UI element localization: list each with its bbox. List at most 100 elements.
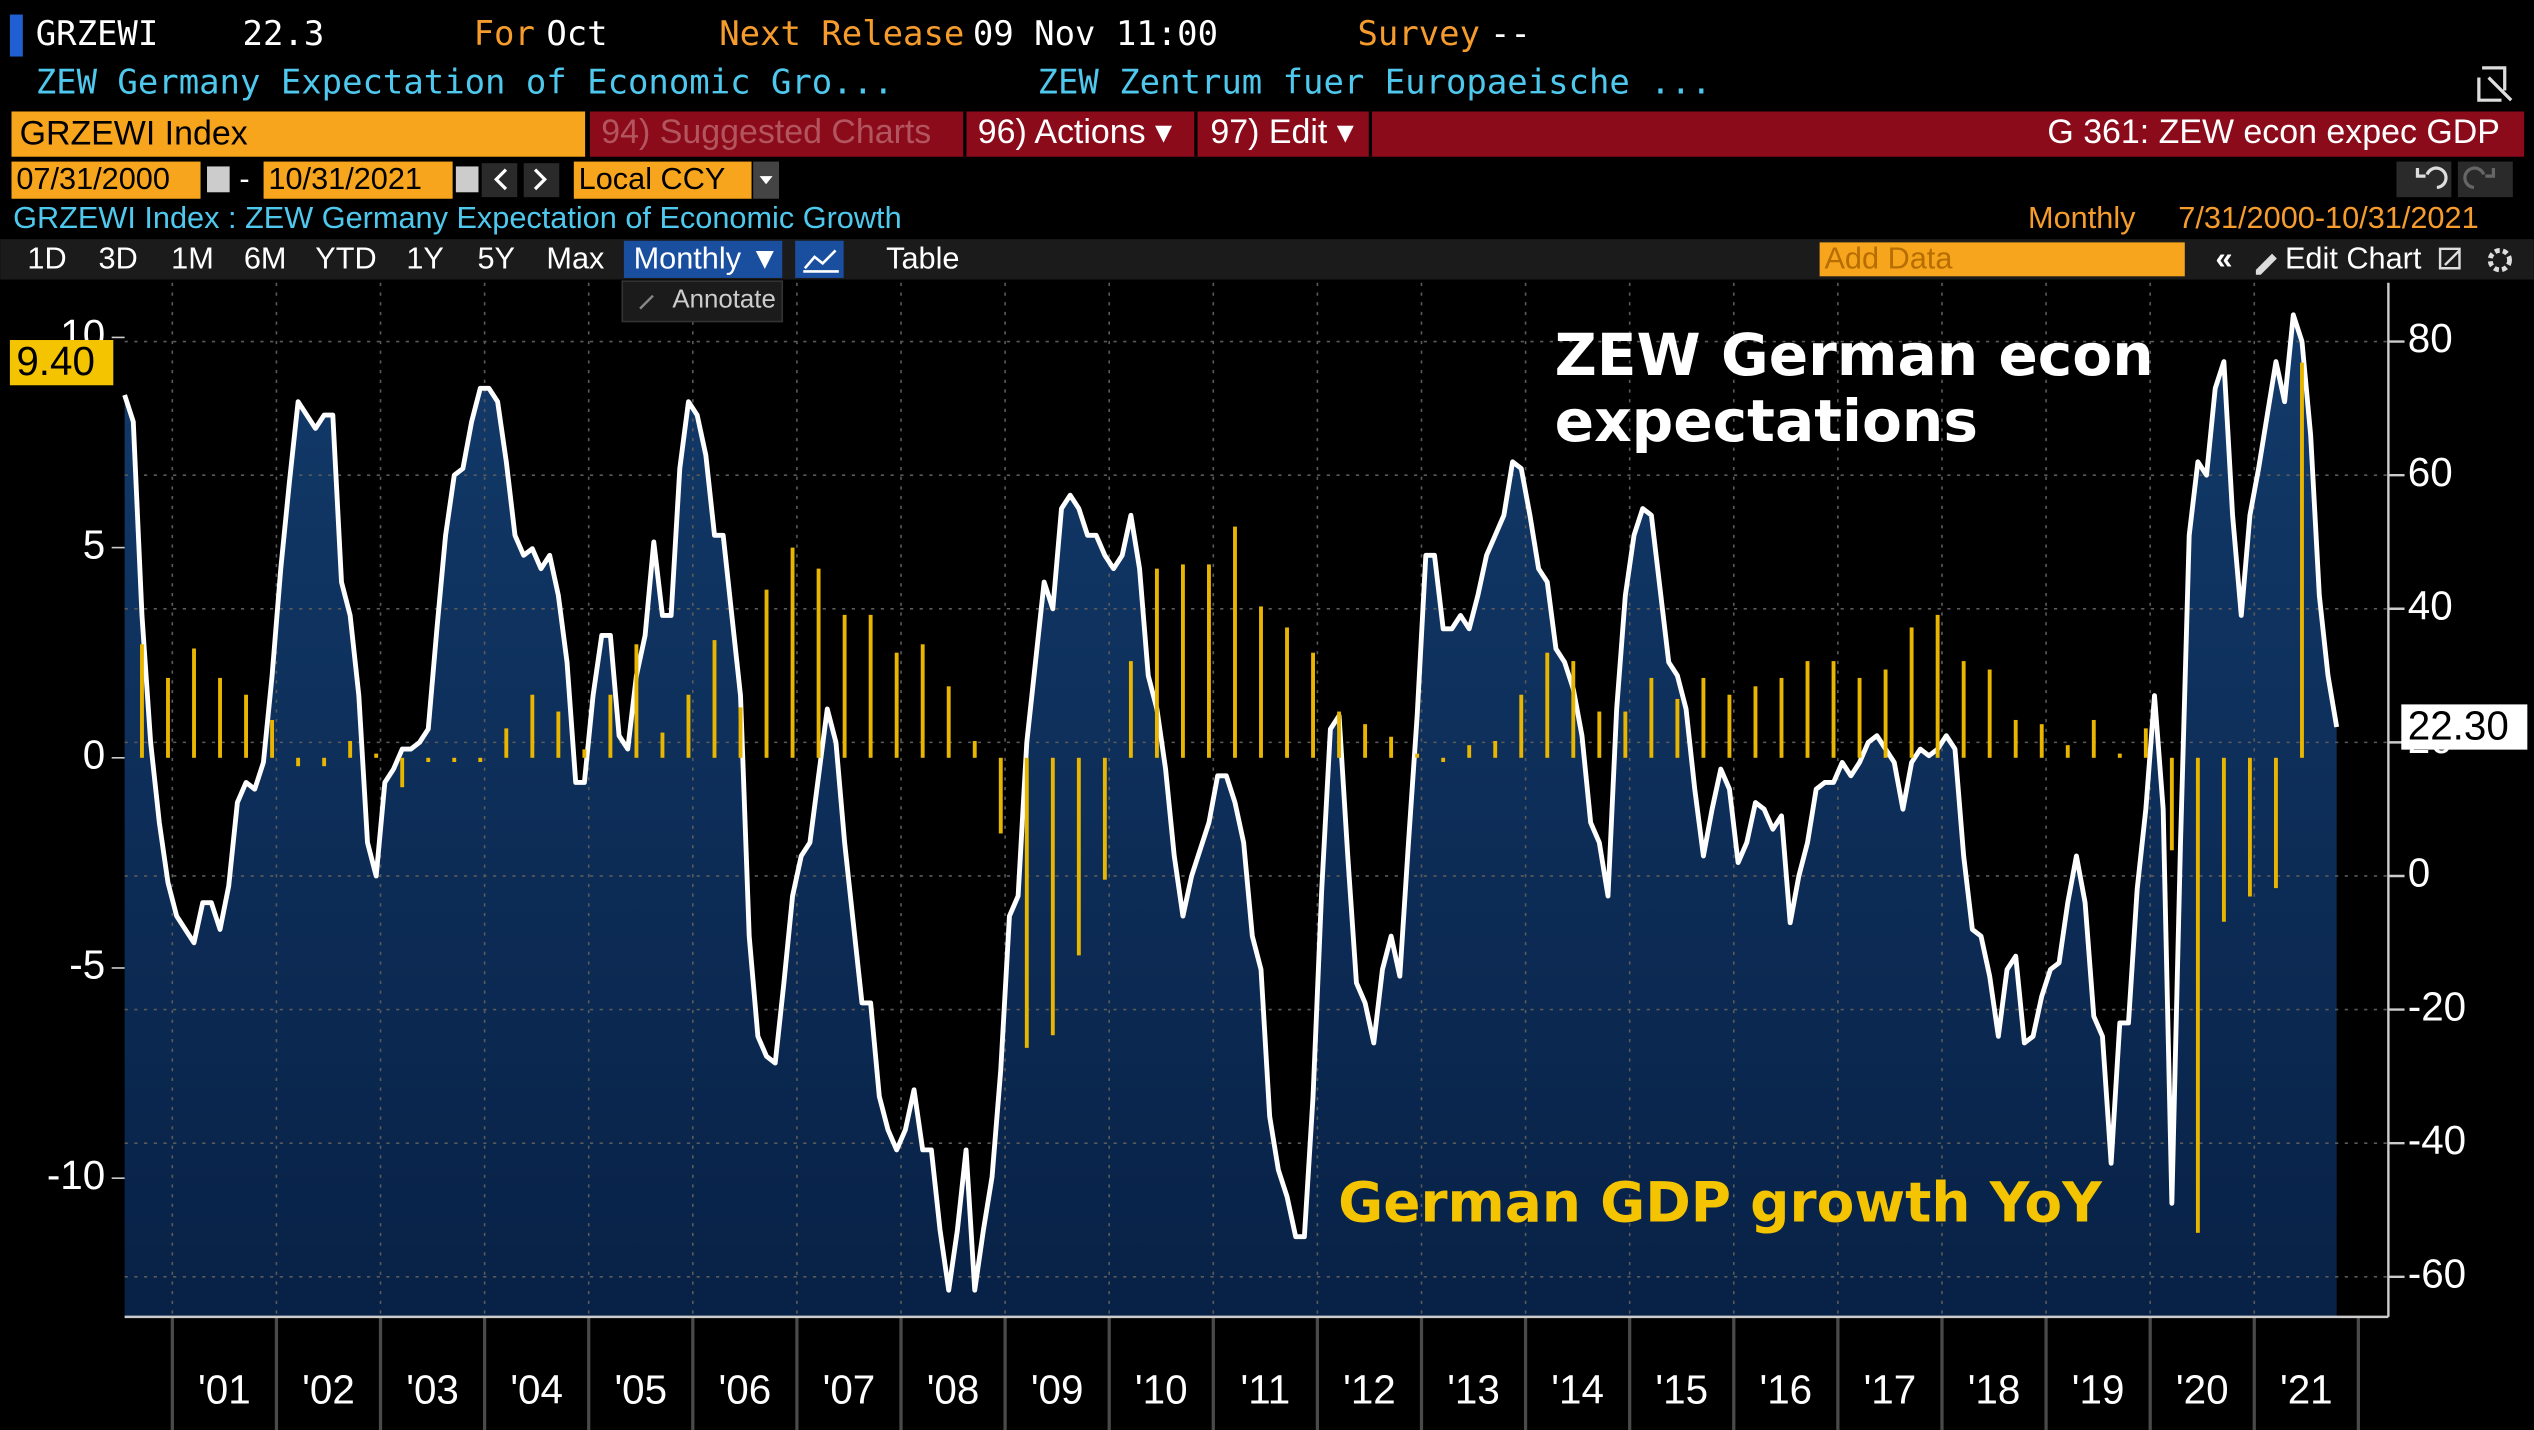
bar (504, 728, 509, 758)
bar (1493, 740, 1498, 758)
prev-button[interactable] (481, 163, 518, 198)
bar (816, 568, 821, 758)
edit-menu[interactable]: 97) Edit ▾ (1210, 113, 1353, 151)
bar (1883, 669, 1888, 758)
bar (1909, 627, 1914, 758)
next-icon (533, 168, 548, 191)
bar (1675, 698, 1680, 758)
bar (2091, 719, 2096, 758)
bar (1180, 564, 1185, 758)
bar (1207, 564, 1211, 758)
bar (1623, 711, 1628, 758)
bar (712, 640, 717, 758)
x-tick-label: '16 (1760, 1367, 1813, 1413)
calendar-icon[interactable] (207, 166, 230, 193)
bar (374, 753, 379, 758)
bar (1857, 677, 1862, 758)
bar (2247, 757, 2252, 897)
bar (868, 614, 873, 758)
currency-field[interactable] (573, 161, 752, 199)
bar (2195, 757, 2200, 1233)
series-label: ZEW German econ expectations (1554, 323, 2154, 457)
range-button[interactable]: 6M (244, 240, 287, 275)
bar (2013, 719, 2018, 758)
bar (1597, 711, 1602, 758)
y-tick-label: -5 (69, 942, 105, 988)
x-tick-label: '03 (406, 1367, 459, 1413)
legend-entry: ZEW German econ expectations (1554, 323, 2154, 457)
x-tick-label: '12 (1343, 1367, 1396, 1413)
end-date-field[interactable] (263, 161, 453, 199)
last-value-label: 9.40 (16, 338, 95, 384)
edit-chart[interactable]: Edit Chart (2285, 240, 2422, 275)
suggested-charts[interactable]: 94) Suggested Charts (601, 113, 931, 151)
range-buttons: 1D 3D 1M 6M YTD 1Y 5Y Max (27, 240, 605, 275)
bar (348, 740, 353, 758)
add-data-field[interactable] (1819, 242, 2185, 277)
bar (1128, 661, 1133, 758)
bar (400, 757, 405, 788)
security-field[interactable] (11, 111, 586, 157)
next-release-label: Next Release (719, 15, 964, 54)
x-tick-label: '08 (927, 1367, 980, 1413)
calendar-icon[interactable] (455, 166, 479, 193)
bar (1805, 661, 1810, 758)
last-value-box (9, 340, 114, 386)
collapse-button[interactable]: « (2215, 240, 2232, 275)
area (124, 314, 2337, 1317)
bar (1701, 677, 1706, 758)
bar (452, 757, 457, 762)
last-value-box (2401, 704, 2528, 750)
bar (2300, 362, 2304, 758)
bar (1779, 677, 1784, 758)
bar (1519, 694, 1524, 758)
bar (686, 694, 691, 758)
next-button[interactable] (523, 163, 560, 198)
range-button[interactable]: YTD (315, 240, 376, 275)
description[interactable]: ZEW Zentrum fuer Europaeische ... (1038, 64, 1712, 103)
y2-tick-label: 0 (2408, 850, 2430, 896)
table-button[interactable]: Table (886, 240, 959, 275)
x-tick-label: '21 (2280, 1367, 2333, 1413)
bar (530, 694, 535, 758)
bar (894, 652, 899, 758)
bar (738, 707, 743, 758)
settings-icon[interactable] (2438, 247, 2461, 270)
bar (1467, 745, 1472, 758)
bar (192, 648, 196, 758)
range-button[interactable]: 1M (171, 240, 214, 275)
description[interactable]: ZEW Germany Expectation of Economic Gro.… (36, 64, 894, 103)
bar (1961, 661, 1966, 758)
range-button[interactable]: 5Y (477, 240, 515, 275)
end-date: 10/31/2021 (268, 161, 422, 196)
range-button[interactable]: 1Y (406, 240, 444, 275)
range-button[interactable]: 1D (27, 240, 66, 275)
x-tick-label: '17 (1864, 1367, 1917, 1413)
ticker: GRZEWI (36, 15, 159, 54)
x-tick-label: '04 (510, 1367, 563, 1413)
chart: '01 '02 '03 '04 '05 '06 '07 '08 '09 '10 '11 '12 '13 '… (9, 282, 2528, 1430)
range-button[interactable]: 3D (99, 240, 138, 275)
x-tick-label: '01 (198, 1367, 251, 1413)
gear-icon[interactable] (2487, 248, 2512, 273)
y2-tick-label: -60 (2408, 1250, 2466, 1296)
bar (218, 677, 222, 758)
range-button[interactable]: Max (546, 240, 605, 275)
actions-menu[interactable]: 96) Actions ▾ (978, 113, 1172, 151)
bar (244, 694, 249, 758)
expand-icon[interactable] (2477, 66, 2513, 102)
redo-button[interactable] (2457, 161, 2513, 198)
bar (1415, 753, 1420, 758)
bar (322, 757, 327, 767)
start-date-field[interactable] (11, 161, 201, 199)
period-button[interactable] (623, 240, 783, 278)
annotate-icon (639, 294, 654, 310)
y-tick-label: 5 (83, 521, 105, 567)
undo-button[interactable] (2396, 161, 2452, 198)
bar (140, 644, 144, 758)
bar (1363, 724, 1368, 758)
undo-icon (2415, 166, 2448, 190)
bar (1050, 757, 1055, 1036)
for-value: Oct (546, 15, 607, 54)
